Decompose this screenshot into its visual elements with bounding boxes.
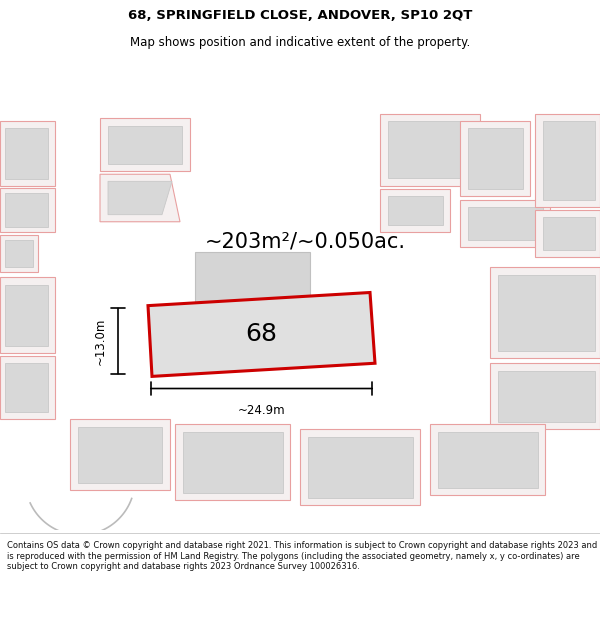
Polygon shape (468, 207, 543, 240)
Text: ~13.0m: ~13.0m (94, 318, 107, 365)
Polygon shape (543, 121, 595, 199)
Polygon shape (438, 432, 538, 488)
Polygon shape (0, 235, 38, 272)
Polygon shape (380, 114, 480, 186)
Text: Map shows position and indicative extent of the property.: Map shows position and indicative extent… (130, 36, 470, 49)
Polygon shape (380, 189, 450, 232)
Polygon shape (308, 437, 413, 498)
Polygon shape (148, 292, 375, 376)
Text: ~203m²/~0.050ac.: ~203m²/~0.050ac. (205, 232, 406, 252)
Polygon shape (388, 196, 443, 225)
Polygon shape (535, 114, 600, 207)
Polygon shape (535, 209, 600, 257)
Polygon shape (5, 363, 48, 412)
Polygon shape (100, 174, 180, 222)
Polygon shape (70, 419, 170, 489)
Polygon shape (460, 121, 530, 196)
Polygon shape (175, 424, 290, 499)
Polygon shape (460, 199, 550, 247)
Polygon shape (78, 427, 162, 483)
Polygon shape (468, 127, 523, 189)
Text: 68: 68 (245, 322, 277, 346)
Polygon shape (0, 278, 55, 353)
Polygon shape (490, 363, 600, 429)
Polygon shape (498, 276, 595, 351)
Polygon shape (300, 429, 420, 505)
Polygon shape (5, 127, 48, 179)
Polygon shape (388, 121, 472, 178)
Text: 68, SPRINGFIELD CLOSE, ANDOVER, SP10 2QT: 68, SPRINGFIELD CLOSE, ANDOVER, SP10 2QT (128, 9, 472, 22)
Polygon shape (430, 424, 545, 494)
Polygon shape (0, 121, 55, 186)
Polygon shape (108, 126, 182, 164)
Polygon shape (543, 217, 595, 250)
Polygon shape (0, 188, 55, 232)
Polygon shape (183, 432, 283, 492)
Text: ~24.9m: ~24.9m (238, 404, 286, 417)
Polygon shape (5, 240, 33, 268)
Polygon shape (195, 252, 310, 363)
Polygon shape (490, 268, 600, 358)
Text: Contains OS data © Crown copyright and database right 2021. This information is : Contains OS data © Crown copyright and d… (7, 541, 598, 571)
Polygon shape (0, 356, 55, 419)
Polygon shape (5, 286, 48, 346)
Polygon shape (108, 181, 172, 214)
Polygon shape (498, 371, 595, 422)
Polygon shape (5, 194, 48, 227)
Polygon shape (100, 118, 190, 171)
